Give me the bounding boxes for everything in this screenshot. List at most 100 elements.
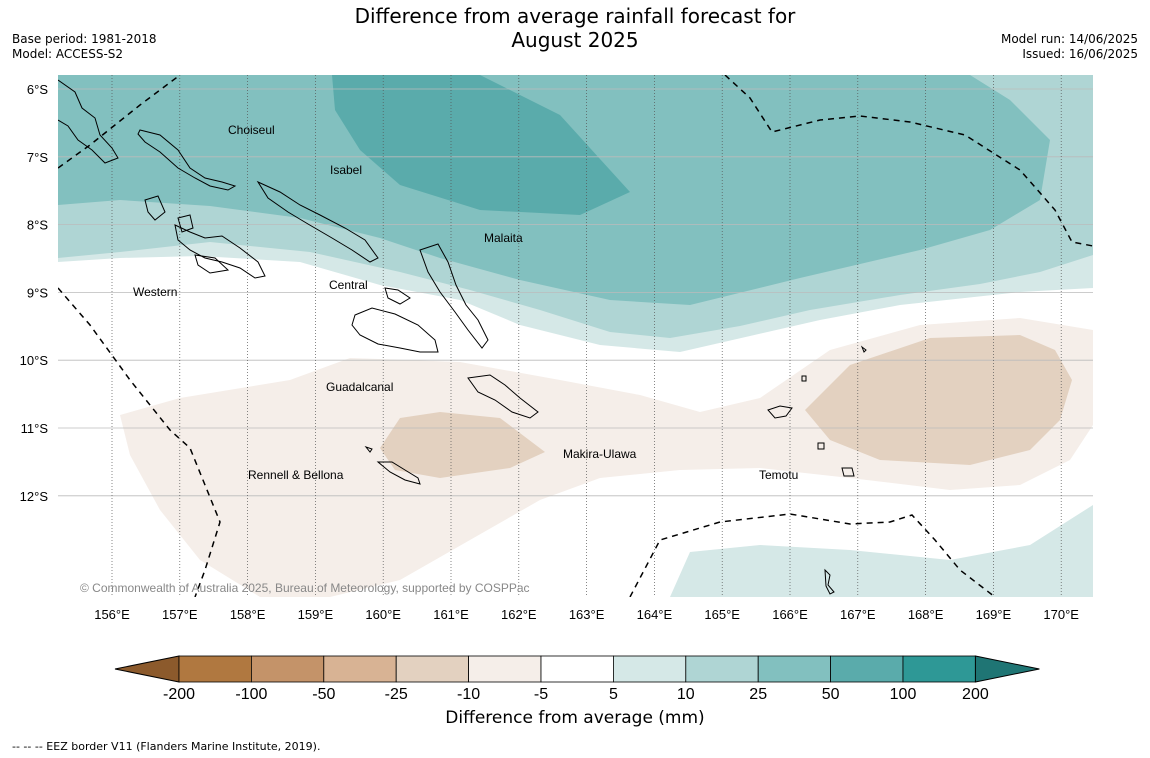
- colorbar: -200 -100 -50 -25 -10 -5 5 10 25 50 100 200: [114, 655, 1040, 703]
- meta-left: Base period: 1981-2018 Model: ACCESS-S2: [12, 32, 157, 62]
- title-line-1: Difference from average rainfall forecas…: [354, 4, 796, 28]
- colorbar-segment: [540, 655, 614, 683]
- region-label: Choiseul: [228, 123, 275, 137]
- coast-malaita: [419, 243, 489, 349]
- lat-tick-label: 10°S: [20, 353, 49, 368]
- region-label: Guadalcanal: [326, 380, 393, 394]
- colorbar-tick-label: -10: [457, 686, 480, 703]
- eez-south: [629, 513, 996, 597]
- colorbar-segment: [178, 655, 252, 683]
- colorbar-tick-label: 50: [822, 686, 840, 703]
- colorbar-extend-high: [974, 655, 1040, 683]
- region-label: Central: [329, 278, 368, 292]
- colorbar-tick-label: 10: [677, 686, 695, 703]
- region-label: Rennell & Bellona: [248, 468, 344, 482]
- lon-tick-label: 166°E: [772, 607, 808, 622]
- model-name: Model: ACCESS-S2: [12, 47, 124, 61]
- coast-rennell: [376, 461, 421, 485]
- colorbar-segment: [323, 655, 397, 683]
- gridlines: [58, 75, 1093, 597]
- coast-vanikoro: [841, 467, 855, 477]
- coast-makira: [467, 374, 539, 419]
- eez-border: [58, 75, 1093, 597]
- colorbar-tick-label: 200: [962, 686, 989, 703]
- lon-tick-label: 163°E: [569, 607, 605, 622]
- coast-florida: [384, 287, 411, 305]
- coast-rendova: [194, 254, 230, 274]
- lon-tick-label: 164°E: [637, 607, 673, 622]
- lon-tick-label: 161°E: [433, 607, 469, 622]
- lon-tick-label: 169°E: [976, 607, 1012, 622]
- model-run: Model run: 14/06/2025: [1000, 32, 1138, 46]
- coast-small-2: [801, 375, 807, 382]
- colorbar-segment: [830, 655, 904, 683]
- lat-tick-label: 12°S: [20, 489, 49, 504]
- eez-west: [58, 287, 221, 597]
- eez-footnote: -- -- -- EEZ border V11 (Flanders Marine…: [12, 740, 321, 753]
- region-label: Western: [133, 285, 177, 299]
- lon-tick-label: 165°E: [704, 607, 740, 622]
- colorbar-tick-label: 25: [749, 686, 767, 703]
- base-period: Base period: 1981-2018: [12, 32, 157, 46]
- lon-tick-label: 160°E: [365, 607, 401, 622]
- colorbar-tick-label: -200: [163, 686, 195, 703]
- region-label: Temotu: [759, 468, 798, 482]
- colorbar-label: Difference from average (mm): [445, 708, 705, 728]
- title-line-2: August 2025: [511, 28, 639, 52]
- issued-date: Issued: 16/06/2025: [1022, 47, 1138, 61]
- coast-utupua: [817, 442, 825, 450]
- colorbar-segment: [757, 655, 832, 683]
- region-label: Makira-Ulawa: [563, 447, 637, 461]
- colorbar-tick-label: -5: [534, 686, 548, 703]
- latitude-tick-labels: 6°S 7°S 8°S 9°S 10°S 11°S 12°S: [20, 82, 49, 504]
- eez-north-west: [58, 75, 181, 169]
- lat-tick-label: 11°S: [21, 421, 49, 436]
- colorbar-segment: [395, 655, 470, 683]
- coastlines: [58, 79, 867, 595]
- lon-tick-label: 156°E: [94, 607, 130, 622]
- lon-tick-label: 157°E: [162, 607, 198, 622]
- lat-tick-label: 8°S: [27, 218, 48, 233]
- coast-new-georgia: [174, 224, 266, 279]
- colorbar-tick-label: -100: [235, 686, 267, 703]
- contour-neg10-fill-east: [805, 335, 1072, 465]
- coast-isabel: [256, 180, 379, 263]
- region-labels: Choiseul Isabel Malaita Western Central Guada…: [133, 123, 798, 482]
- eez-north-east: [724, 75, 1093, 247]
- contour-neg10-fill-west: [380, 412, 545, 478]
- lat-tick-label: 7°S: [27, 150, 48, 165]
- lon-tick-label: 162°E: [501, 607, 537, 622]
- coast-bellona: [364, 445, 373, 453]
- coast-bougainville: [58, 79, 119, 164]
- coast-small-3: [860, 345, 867, 353]
- meta-right: Model run: 14/06/2025 Issued: 16/06/2025: [1001, 32, 1138, 62]
- lat-tick-label: 6°S: [27, 82, 48, 97]
- contour-pos5-fill-south: [670, 505, 1093, 597]
- coast-choiseul: [137, 129, 237, 191]
- colorbar-segment: [902, 655, 976, 683]
- lat-tick-label: 9°S: [27, 285, 48, 300]
- region-label: Malaita: [484, 231, 523, 245]
- longitude-tick-labels: 156°E 157°E 158°E 159°E 160°E 161°E 162°E 163°E…: [94, 607, 1079, 622]
- colorbar-tick-label: 5: [609, 686, 618, 703]
- lon-tick-label: 168°E: [908, 607, 944, 622]
- colorbar-segment: [613, 655, 687, 683]
- colorbar-segment: [250, 655, 325, 683]
- colorbar-segment: [468, 655, 542, 683]
- coast-guadalcanal: [351, 307, 439, 353]
- contour-100-fill: [332, 75, 630, 215]
- colorbar-tick-label: -25: [385, 686, 408, 703]
- colorbar-extend-low: [114, 655, 180, 683]
- lon-tick-label: 158°E: [230, 607, 266, 622]
- coast-santa-cruz: [767, 405, 793, 419]
- coast-small-1: [824, 568, 835, 595]
- coast-vella: [144, 195, 166, 221]
- map-layers: Choiseul Isabel Malaita Western Central Guada…: [58, 75, 1093, 597]
- lon-tick-label: 159°E: [298, 607, 334, 622]
- colorbar-tick-label: -50: [312, 686, 335, 703]
- colorbar-tick-label: 100: [890, 686, 917, 703]
- lon-tick-label: 167°E: [840, 607, 876, 622]
- chart-title: Difference from average rainfall forecas…: [300, 4, 850, 52]
- contour-fills: [58, 75, 1093, 597]
- lon-tick-label: 170°E: [1043, 607, 1079, 622]
